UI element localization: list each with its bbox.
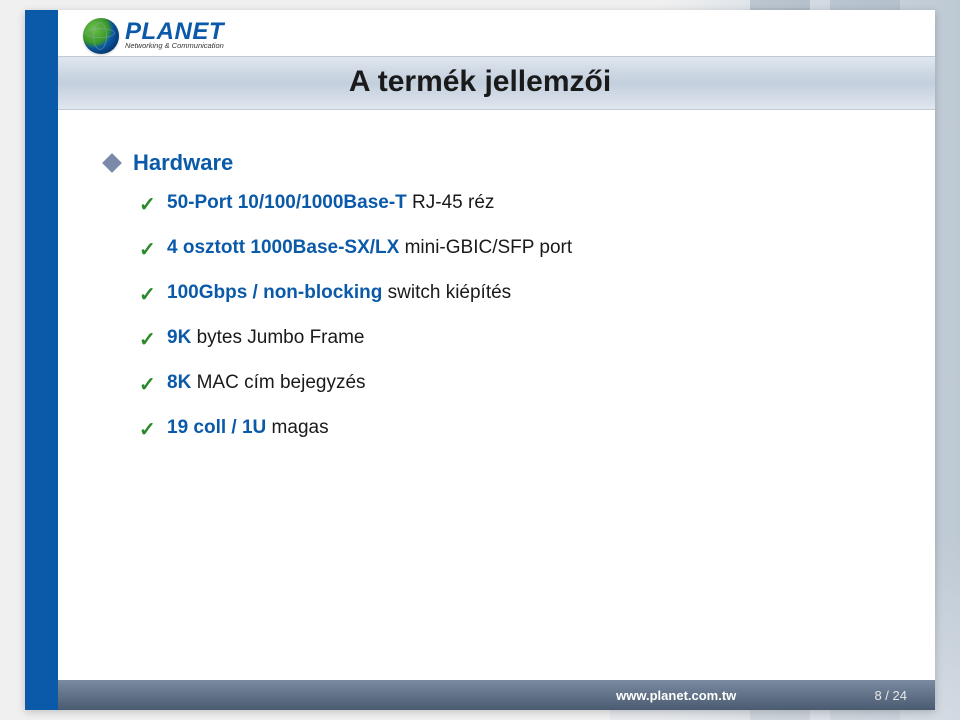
section-heading: Hardware [105,150,895,176]
bullet-bold: 19 coll / 1U [167,417,266,438]
section-label: Hardware [133,150,233,176]
list-item: ✓ 4 osztott 1000Base-SX/LX mini-GBIC/SFP… [139,235,895,264]
check-icon: ✓ [139,192,157,219]
bullet-rest: switch kiépítés [382,282,511,303]
list-item: ✓ 8K MAC cím bejegyzés [139,370,895,399]
bullet-bold: 100Gbps / non-blocking [167,282,382,303]
slide-canvas: PLANET Networking & Communication A term… [25,10,935,710]
bullet-rest: bytes Jumbo Frame [191,327,364,348]
list-item: ✓ 19 coll / 1U magas [139,415,895,444]
list-item: ✓ 9K bytes Jumbo Frame [139,325,895,354]
check-icon: ✓ [139,237,157,264]
globe-icon [83,18,119,54]
bullet-bold: 50-Port 10/100/1000Base-T [167,192,407,213]
bullet-rest: magas [266,417,328,438]
bullet-list: ✓ 50-Port 10/100/1000Base-T RJ-45 réz ✓ … [139,190,895,444]
page-number: 8 / 24 [874,688,907,703]
list-item: ✓ 50-Port 10/100/1000Base-T RJ-45 réz [139,190,895,219]
bullet-rest: mini-GBIC/SFP port [399,237,572,258]
check-icon: ✓ [139,417,157,444]
bullet-bold: 9K [167,327,191,348]
check-icon: ✓ [139,372,157,399]
left-accent-bar [25,10,58,710]
brand-logo: PLANET Networking & Communication [83,18,224,54]
list-item: ✓ 100Gbps / non-blocking switch kiépítés [139,280,895,309]
slide-title: A termék jellemzői [25,65,935,99]
content-area: Hardware ✓ 50-Port 10/100/1000Base-T RJ-… [105,150,895,460]
logo-subtext: Networking & Communication [125,41,224,50]
footer-bar: www.planet.com.tw 8 / 24 [58,680,935,710]
check-icon: ✓ [139,327,157,354]
diamond-bullet-icon [102,153,122,173]
footer-url: www.planet.com.tw [616,688,736,703]
bullet-bold: 8K [167,372,191,393]
check-icon: ✓ [139,282,157,309]
bullet-rest: RJ-45 réz [407,192,495,213]
logo-text: PLANET [125,22,224,42]
bullet-rest: MAC cím bejegyzés [191,372,365,393]
bullet-bold: 4 osztott 1000Base-SX/LX [167,237,399,258]
